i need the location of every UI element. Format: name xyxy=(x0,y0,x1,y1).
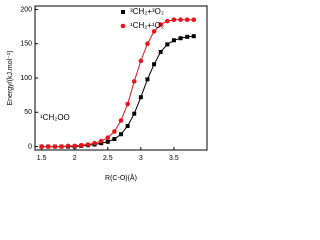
data-point xyxy=(165,42,170,47)
data-point xyxy=(171,38,176,43)
y-tick-label: 0 xyxy=(28,143,32,150)
y-axis-label: Energy/(kJ.mol⁻¹) xyxy=(7,50,14,105)
legend-label: ¹CH₂+¹O₂ xyxy=(130,21,164,30)
data-point xyxy=(178,36,183,41)
data-point xyxy=(191,34,196,39)
data-point xyxy=(118,118,124,123)
data-point xyxy=(145,41,150,47)
data-point xyxy=(125,101,130,107)
data-point xyxy=(178,17,183,23)
x-tick-label: 1.5 xyxy=(37,155,47,162)
series-line xyxy=(41,35,194,148)
data-point xyxy=(145,77,150,82)
data-point xyxy=(112,129,117,134)
data-point xyxy=(119,132,123,137)
y-tick-label: 200 xyxy=(20,6,32,13)
data-point xyxy=(59,144,64,149)
data-point xyxy=(79,142,84,148)
x-tick-label: 3 xyxy=(139,155,143,162)
data-point xyxy=(98,138,104,144)
data-point xyxy=(45,144,51,149)
plot-frame xyxy=(34,5,208,151)
data-point xyxy=(132,111,137,116)
series-line xyxy=(41,19,194,148)
y-tick-label: 100 xyxy=(20,75,32,82)
data-point xyxy=(151,29,157,34)
data-point xyxy=(105,139,110,144)
x-tick-label: 3.5 xyxy=(169,155,179,162)
data-point xyxy=(72,143,77,149)
y-tick-label: 50 xyxy=(24,109,32,116)
data-point xyxy=(39,144,44,149)
data-point xyxy=(184,17,190,23)
legend-marker xyxy=(120,23,126,29)
legend-label: ³CH₂+³O₂ xyxy=(130,7,164,16)
y-tick-label: 150 xyxy=(20,41,32,48)
legend-marker xyxy=(121,10,125,14)
data-point xyxy=(131,79,137,84)
data-point xyxy=(92,140,97,146)
data-point xyxy=(65,143,71,149)
data-point xyxy=(138,58,144,64)
data-point xyxy=(185,34,190,39)
data-point xyxy=(112,137,117,142)
data-point xyxy=(138,95,143,100)
data-point xyxy=(171,17,177,23)
chart: Energy/(kJ.mol⁻¹) R(C-O)(Å) ¹CH₂OO 0 50 10… xyxy=(7,5,208,182)
x-tick-label: 2.5 xyxy=(103,155,113,162)
x-tick-label: 2 xyxy=(73,155,77,162)
data-point xyxy=(191,17,197,23)
data-point xyxy=(152,62,157,67)
annotation: ¹CH₂OO xyxy=(40,113,70,122)
data-point xyxy=(158,49,163,54)
data-point xyxy=(125,124,130,128)
data-point xyxy=(85,142,91,147)
data-point xyxy=(105,135,111,140)
data-point xyxy=(158,22,163,27)
x-axis-label: R(C-O)(Å) xyxy=(105,173,137,182)
data-point xyxy=(165,18,170,24)
data-point xyxy=(52,144,58,149)
